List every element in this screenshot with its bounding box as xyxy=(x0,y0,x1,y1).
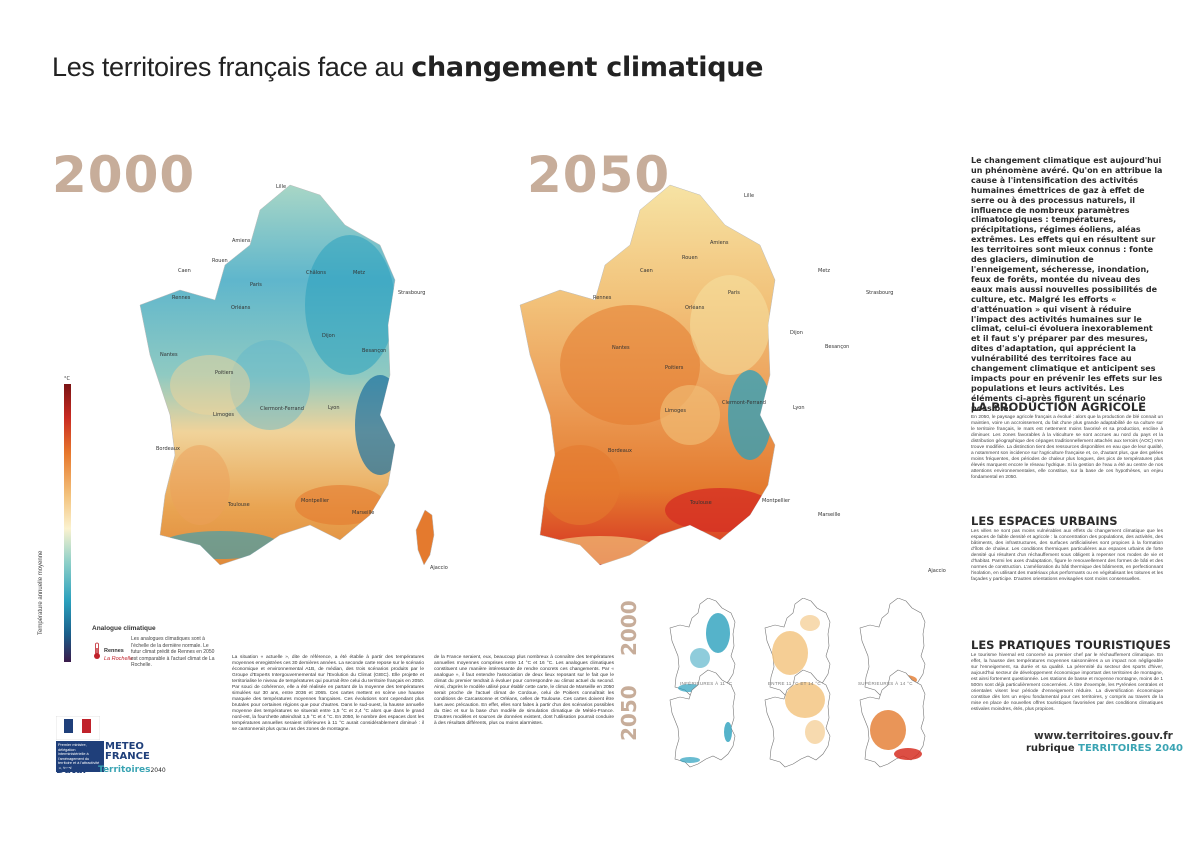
city-label: Nantes xyxy=(160,352,178,358)
city-label: Besançon xyxy=(825,344,850,350)
city-label: Lille xyxy=(744,193,755,199)
datar-logo: Datar xyxy=(56,765,88,776)
city-label: Ajaccio xyxy=(430,565,448,571)
city-label: Strasbourg xyxy=(866,290,894,296)
city-label: Clermont-Ferrand xyxy=(260,406,304,412)
city-label: Marseille xyxy=(818,512,841,518)
city-label: Limoges xyxy=(665,408,686,414)
city-label: Rennes xyxy=(172,295,191,301)
mini-caption-cold: INFÉRIEURES À 11 °C xyxy=(680,681,733,686)
intro-text: Le changement climatique est aujourd'hui… xyxy=(971,156,1163,413)
city-label: Strasbourg xyxy=(398,290,426,296)
mini-caption-mild: ENTRE 11 °C ET 14 °C xyxy=(768,681,821,686)
city-label: Châlons xyxy=(306,270,326,276)
city-label: Caen xyxy=(640,268,653,274)
map-2050 xyxy=(519,184,776,566)
city-label: Lille xyxy=(276,184,287,190)
map-2000 xyxy=(139,184,435,566)
city-label: Paris xyxy=(728,290,740,296)
year-2000-label: 2000 xyxy=(52,146,196,204)
scale-unit: °C xyxy=(64,376,70,382)
city-label: Caen xyxy=(178,268,191,274)
scale-label: Température annuelle moyenne xyxy=(38,550,44,635)
city-label: Dijon xyxy=(322,333,335,339)
city-label: Ajaccio xyxy=(928,568,946,574)
mini-maps xyxy=(669,598,926,768)
corsica-2000 xyxy=(415,509,435,566)
city-label: Rouen xyxy=(682,255,698,261)
page-title: Les territoires français face au changem… xyxy=(52,52,763,83)
city-label: Lyon xyxy=(793,405,805,411)
mini-caption-warm: SUPÉRIEURES À 14 °C xyxy=(858,681,913,686)
section-title-urban: LES ESPACES URBAINS xyxy=(971,514,1118,528)
city-label: Rouen xyxy=(212,258,228,264)
republique-francaise-logo xyxy=(56,716,100,740)
meteo-france-logo: METEO FRANCE xyxy=(105,741,150,762)
city-label: Limoges xyxy=(213,412,234,418)
site-url[interactable]: www.territoires.gouv.fr xyxy=(1034,730,1173,742)
city-label: Dijon xyxy=(790,330,803,336)
city-label: Metz xyxy=(353,270,365,276)
analog-title: Analogue climatique xyxy=(92,625,156,632)
city-label: Poitiers xyxy=(215,370,234,376)
thermometer-icon xyxy=(94,642,100,659)
title-bold: changement climatique xyxy=(411,52,764,83)
rubrique-name: TERRITOIRES 2040 xyxy=(1078,743,1183,754)
section-text-urban: Les villes ne sont pas moins vulnérables… xyxy=(971,529,1163,582)
city-label: Marseille xyxy=(352,510,375,516)
analog-city: Rennes xyxy=(104,648,124,654)
section-title-agriculture: LA PRODUCTION AGRICOLE xyxy=(971,400,1147,414)
mini-year-bottom: 2050 xyxy=(617,685,641,741)
city-label: Montpellier xyxy=(301,498,330,504)
city-label: Rennes xyxy=(593,295,612,301)
city-label: Metz xyxy=(818,268,830,274)
title-normal: Les territoires français face au xyxy=(52,52,405,82)
city-label: Lyon xyxy=(328,405,340,411)
rubrique-prefix: rubrique xyxy=(1026,743,1075,754)
city-label: Amiens xyxy=(232,238,251,244)
city-label: Besançon xyxy=(362,348,387,354)
city-label: Toulouse xyxy=(690,500,712,506)
body-column-2: de la France seraient, eux, beaucoup plu… xyxy=(434,655,614,726)
city-label: Paris xyxy=(250,282,262,288)
territoires-logo: Territoires2040 xyxy=(98,765,166,775)
city-label: Toulouse xyxy=(228,502,250,508)
city-label: Nantes xyxy=(612,345,630,351)
temperature-scale xyxy=(64,384,71,662)
city-label: Orléans xyxy=(231,305,251,311)
section-title-tourism: LES PRATIQUES TOURISTIQUES xyxy=(971,638,1171,652)
city-label: Poitiers xyxy=(665,365,684,371)
rubrique-label: rubrique TERRITOIRES 2040 xyxy=(1026,743,1183,754)
analog-city-target: La Rochelle xyxy=(104,656,134,662)
city-label: Bordeaux xyxy=(156,446,180,452)
analog-text: Les analogues climatiques sont à l'échel… xyxy=(131,636,215,668)
mini-year-top: 2000 xyxy=(617,600,641,656)
city-label: Montpellier xyxy=(762,498,791,504)
section-text-tourism: Le tourisme hivernal est concerné au pre… xyxy=(971,653,1163,712)
section-text-agriculture: En 2050, le paysage agricole français a … xyxy=(971,415,1163,480)
city-label: Orléans xyxy=(685,305,705,311)
body-column-1: La situation « actuelle », dite de référ… xyxy=(232,655,424,732)
city-label: Amiens xyxy=(710,240,729,246)
gov-label: Premier ministre, délégation interminist… xyxy=(56,741,104,772)
city-label: Clermont-Ferrand xyxy=(722,400,766,406)
year-2050-label: 2050 xyxy=(527,146,671,204)
city-label: Bordeaux xyxy=(608,448,632,454)
